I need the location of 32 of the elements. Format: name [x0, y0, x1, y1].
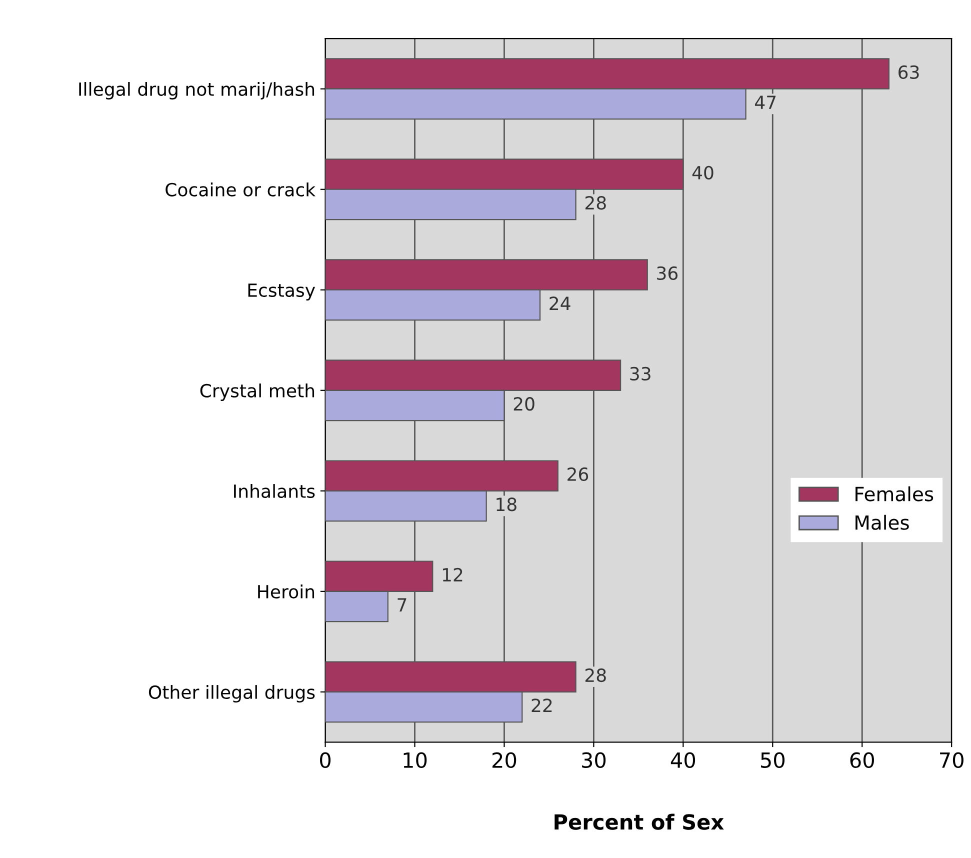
data-label: 63 [898, 65, 919, 80]
data-label: 18 [496, 498, 516, 512]
data-label: 36 [657, 266, 678, 280]
data-label: 12 [442, 568, 462, 582]
data-label: 47 [755, 96, 776, 109]
x-tick-label: 40 [670, 752, 696, 768]
y-tick-label: Ecstasy [248, 284, 316, 300]
y-tick-label: Crystal meth [200, 384, 314, 402]
y-tick-label: Heroin [258, 584, 314, 599]
data-label: 20 [514, 397, 534, 411]
y-tick-label: Inhalants [234, 484, 315, 498]
x-tick-label: 20 [492, 752, 516, 768]
x-tick-label: 0 [320, 752, 331, 768]
data-label: 40 [692, 166, 714, 180]
y-tick-label: Cocaine or crack [166, 182, 316, 196]
legend-label: Males [856, 514, 909, 530]
data-label: 28 [585, 196, 606, 210]
x-tick-label: 70 [940, 752, 964, 768]
data-label: 24 [550, 296, 570, 310]
y-tick-label: Other illegal drugs [148, 685, 315, 703]
data-label: 7 [398, 598, 406, 612]
legend-label: Females [856, 486, 934, 502]
data-label: 33 [630, 366, 650, 381]
data-label: 26 [568, 467, 588, 482]
data-label: 22 [532, 698, 552, 712]
x-tick-label: 50 [760, 752, 785, 768]
x-tick-label: 10 [404, 752, 427, 768]
x-axis-title: Percent of Sex [554, 814, 724, 830]
y-tick-label: Illegal drug not marij/hash [79, 82, 314, 100]
x-tick-label: 60 [850, 752, 874, 768]
x-tick-label: 30 [582, 752, 606, 768]
data-label: 28 [585, 668, 606, 682]
